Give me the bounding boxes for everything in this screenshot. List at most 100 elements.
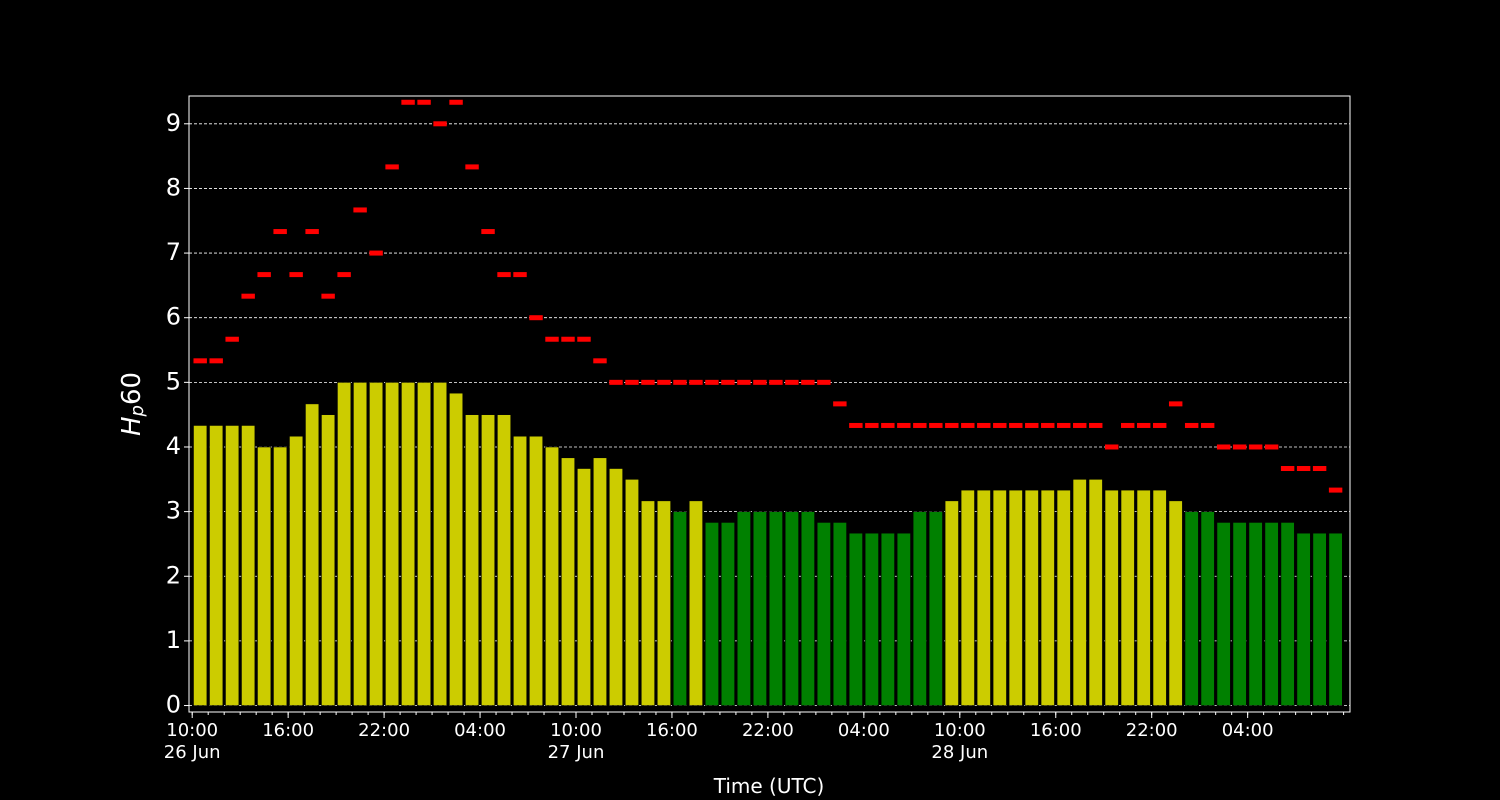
bar [848, 532, 863, 706]
y-tick-label: 7 [166, 238, 181, 266]
y-tick-label: 0 [166, 691, 181, 719]
max-marker [1136, 422, 1151, 428]
max-marker [385, 164, 399, 170]
bar [433, 382, 448, 706]
x-tick-label: 22:00 [1125, 720, 1178, 741]
bar [560, 457, 576, 706]
bar [337, 382, 352, 706]
bar [449, 392, 464, 706]
max-marker [593, 358, 607, 364]
x-tick-label: 10:00 26 Jun [163, 720, 221, 763]
bar [816, 522, 831, 706]
bar [1328, 532, 1343, 706]
max-marker [1312, 466, 1327, 472]
bar [1296, 532, 1311, 706]
bar [257, 446, 272, 706]
max-marker [993, 422, 1007, 428]
x-tick-label: 22:00 [358, 720, 411, 741]
bar [401, 382, 416, 706]
max-marker [1280, 466, 1295, 472]
bar [225, 425, 240, 706]
max-marker [1152, 422, 1167, 428]
bar [1264, 522, 1279, 706]
max-marker [913, 422, 927, 428]
bar [1232, 522, 1247, 706]
max-marker [1232, 444, 1247, 450]
x-tick-label: 16:00 [1029, 720, 1082, 741]
bar [720, 522, 735, 706]
max-marker [737, 379, 751, 385]
max-marker [849, 422, 863, 428]
y-tick-label: 9 [166, 109, 181, 137]
max-marker [1168, 401, 1183, 407]
max-marker [625, 379, 639, 385]
bar [481, 414, 496, 706]
max-marker [1200, 422, 1215, 428]
max-marker [785, 379, 799, 385]
max-marker [897, 422, 911, 428]
max-marker [977, 422, 991, 428]
max-marker [657, 379, 671, 385]
max-marker [1089, 422, 1103, 428]
x-tick-label: 10:00 27 Jun [547, 720, 605, 763]
bar [1072, 479, 1087, 706]
max-marker [801, 379, 815, 385]
bar [944, 500, 959, 706]
max-marker [545, 336, 559, 342]
max-marker [289, 272, 303, 278]
bar [832, 522, 847, 706]
x-tick-label: 04:00 [837, 720, 890, 741]
y-tick-label: 6 [166, 303, 181, 331]
y-axis-label: Hp60 [117, 372, 149, 436]
max-marker [369, 250, 383, 256]
max-marker [769, 379, 783, 385]
bar [1200, 511, 1215, 706]
max-marker [305, 229, 319, 235]
max-marker [497, 272, 511, 278]
max-marker [561, 336, 575, 342]
max-marker [817, 379, 831, 385]
max-marker [1296, 466, 1311, 472]
max-marker [881, 422, 895, 428]
max-marker [609, 379, 623, 385]
bar [640, 500, 655, 706]
bar [529, 435, 544, 706]
bar [592, 457, 608, 706]
bar [960, 489, 975, 706]
max-marker [433, 121, 447, 127]
bar [1088, 479, 1103, 706]
max-marker [1328, 487, 1343, 493]
bar [672, 511, 687, 706]
max-marker [465, 164, 479, 170]
max-marker [1184, 422, 1199, 428]
bar [912, 511, 927, 706]
max-marker [929, 422, 943, 428]
bar [1104, 489, 1119, 706]
x-tick-label: 10:00 28 Jun [931, 720, 989, 763]
max-marker [273, 229, 287, 235]
max-marker [225, 336, 239, 342]
max-marker [209, 358, 223, 364]
y-label-rest: 60 [117, 372, 147, 405]
max-marker [337, 272, 351, 278]
bar [1136, 489, 1151, 706]
max-marker [865, 422, 879, 428]
bar [928, 511, 943, 706]
y-label-base: H [117, 416, 147, 436]
y-tick-label: 2 [166, 561, 181, 589]
max-marker [321, 293, 335, 299]
bar [800, 511, 815, 706]
max-marker [241, 293, 255, 299]
max-marker [1009, 422, 1023, 428]
max-marker [1248, 444, 1263, 450]
bar [1184, 511, 1199, 706]
max-marker [689, 379, 703, 385]
max-marker [1216, 444, 1231, 450]
max-marker [753, 379, 767, 385]
bar [1216, 522, 1231, 706]
bar [1008, 489, 1023, 706]
bar [864, 532, 879, 706]
max-marker [721, 379, 735, 385]
bar [465, 414, 480, 706]
